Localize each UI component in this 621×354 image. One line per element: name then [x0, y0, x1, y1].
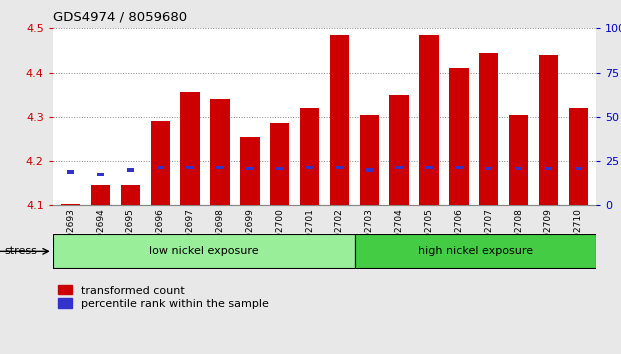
Text: stress: stress	[4, 246, 37, 256]
Bar	[127, 168, 134, 172]
Bar	[449, 68, 468, 205]
Bar	[366, 168, 373, 172]
Bar	[120, 185, 140, 205]
Bar	[156, 166, 164, 170]
Bar	[455, 166, 463, 170]
Bar	[545, 167, 552, 170]
Bar	[211, 99, 230, 205]
Text: low nickel exposure: low nickel exposure	[149, 246, 258, 256]
Bar	[61, 204, 80, 205]
Bar	[181, 92, 200, 205]
Bar	[574, 167, 582, 170]
Bar	[515, 167, 522, 170]
Text: GDS4974 / 8059680: GDS4974 / 8059680	[53, 11, 187, 24]
Bar	[97, 172, 104, 176]
FancyBboxPatch shape	[53, 234, 355, 268]
Bar	[67, 170, 75, 174]
Bar	[216, 166, 224, 170]
Text: high nickel exposure: high nickel exposure	[418, 246, 533, 256]
Bar	[240, 137, 260, 205]
Bar	[91, 185, 111, 205]
Bar	[509, 115, 528, 205]
Bar	[389, 95, 409, 205]
Bar	[425, 166, 433, 170]
Bar	[186, 166, 194, 170]
Bar	[479, 53, 499, 205]
Bar	[300, 108, 319, 205]
Bar	[485, 167, 492, 170]
Bar	[276, 167, 283, 170]
Bar	[306, 166, 313, 170]
FancyBboxPatch shape	[355, 234, 596, 268]
Bar	[246, 167, 253, 170]
Bar	[569, 108, 588, 205]
Bar	[360, 115, 379, 205]
Bar	[419, 35, 438, 205]
Legend: transformed count, percentile rank within the sample: transformed count, percentile rank withi…	[58, 285, 268, 309]
Bar	[336, 166, 343, 170]
Bar	[396, 166, 403, 170]
Bar	[270, 124, 289, 205]
Bar	[150, 121, 170, 205]
Bar	[538, 55, 558, 205]
Bar	[330, 35, 349, 205]
